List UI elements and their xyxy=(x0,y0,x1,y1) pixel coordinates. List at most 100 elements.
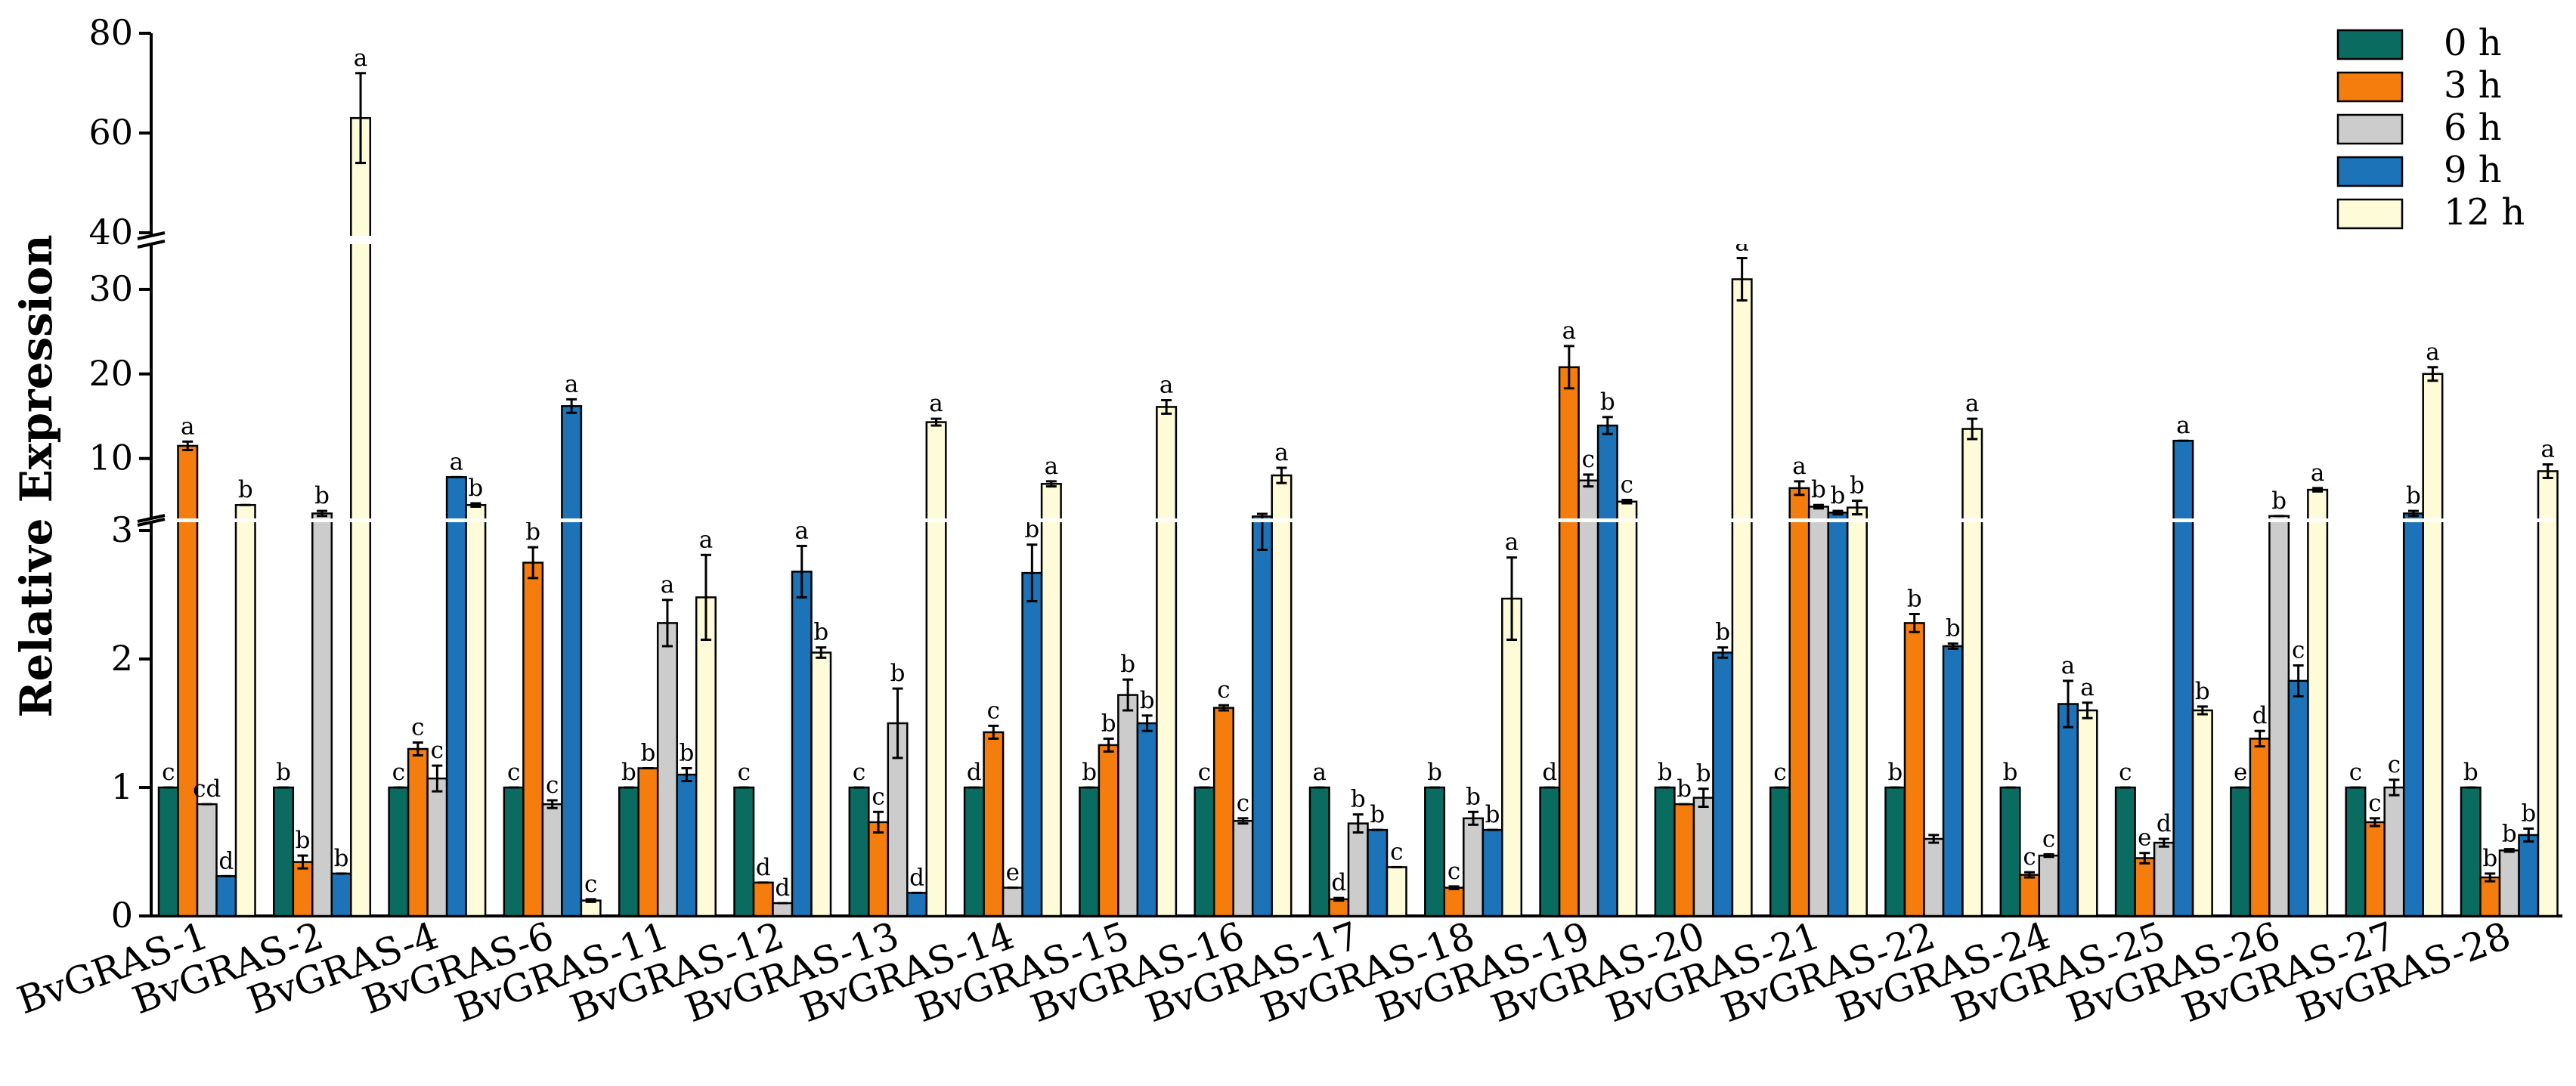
significance-letter: b xyxy=(1658,759,1673,786)
legend-label: 3 h xyxy=(2444,64,2502,107)
significance-letter: a xyxy=(2541,436,2555,463)
bar xyxy=(1596,424,1618,917)
significance-letter: a xyxy=(1045,453,1058,480)
axis-break-mark xyxy=(137,514,166,523)
bar xyxy=(1654,786,1676,917)
significance-letter: cd xyxy=(193,775,221,803)
significance-letter: a xyxy=(450,448,463,475)
significance-letter: b xyxy=(314,482,330,509)
bar xyxy=(292,861,314,917)
significance-letter: b xyxy=(1677,775,1692,803)
bar xyxy=(1021,571,1043,917)
significance-letter: b xyxy=(1427,759,1442,786)
bar xyxy=(1424,786,1446,917)
significance-letter: b xyxy=(1140,687,1155,714)
bar xyxy=(1692,797,1714,917)
significance-letter: b xyxy=(641,740,656,767)
bar xyxy=(752,881,774,917)
significance-letter: c xyxy=(584,871,597,898)
significance-letter: d xyxy=(1542,759,1557,786)
bar xyxy=(1194,786,1215,917)
significance-letter: a xyxy=(181,413,194,440)
y-tick-label: 80 xyxy=(88,12,133,53)
bar xyxy=(503,786,525,917)
significance-letter: d xyxy=(967,759,982,786)
bar xyxy=(848,786,870,917)
significance-letter: b xyxy=(1485,801,1500,828)
bar xyxy=(1903,622,1925,917)
significance-letter: c xyxy=(2119,759,2132,786)
significance-letter: c xyxy=(2023,843,2036,871)
bar xyxy=(2057,703,2079,917)
significance-letter: c xyxy=(1582,446,1595,473)
significance-letter: c xyxy=(1447,858,1460,885)
bar xyxy=(1616,500,1638,917)
bar xyxy=(2537,470,2559,917)
significance-letter: b xyxy=(813,619,828,646)
bar xyxy=(426,777,448,917)
significance-letter: a xyxy=(795,517,809,544)
significance-letter: a xyxy=(2176,412,2190,439)
significance-letter: c xyxy=(1390,838,1403,865)
significance-letter: c xyxy=(2368,790,2381,817)
axis-break-mark xyxy=(137,231,166,240)
bar xyxy=(541,803,563,917)
significance-letter: a xyxy=(2311,459,2324,487)
bar xyxy=(2191,709,2213,917)
significance-letter: b xyxy=(468,475,483,502)
bar xyxy=(2479,876,2501,917)
bar xyxy=(791,571,813,917)
significance-letter: c xyxy=(162,759,175,786)
y-axis-label: Relative Expression xyxy=(11,234,62,717)
significance-letter: a xyxy=(1965,390,1979,417)
bar xyxy=(618,786,639,917)
bar xyxy=(407,747,429,917)
bar xyxy=(2383,786,2405,917)
significance-letter: b xyxy=(1120,651,1135,678)
bar xyxy=(215,875,237,917)
bar xyxy=(1539,786,1561,917)
bar xyxy=(330,872,352,917)
significance-letter: b xyxy=(890,660,906,687)
significance-letter: c xyxy=(1198,759,1211,786)
bar xyxy=(273,786,295,917)
bar xyxy=(1673,803,1695,917)
legend-swatch xyxy=(2336,29,2404,60)
significance-letter: b xyxy=(1811,476,1826,503)
bar xyxy=(810,651,832,917)
significance-letter: a xyxy=(661,571,674,599)
bar xyxy=(1558,366,1580,917)
bar xyxy=(1827,512,1849,917)
bar xyxy=(1136,722,1158,917)
significance-letter: c xyxy=(738,759,751,786)
significance-letter: b xyxy=(1946,615,1961,642)
y-tick-label: 10 xyxy=(88,438,133,478)
bar xyxy=(1271,474,1293,917)
bar xyxy=(388,786,410,917)
legend: 0 h3 h6 h9 h12 h xyxy=(2336,22,2525,234)
legend-label: 6 h xyxy=(2444,107,2502,149)
significance-letter: b xyxy=(1831,482,1846,509)
bar xyxy=(445,476,467,917)
significance-letter: c xyxy=(507,759,520,786)
significance-letter: a xyxy=(1160,371,1173,398)
significance-letter: a xyxy=(1313,759,1327,786)
bar xyxy=(1884,786,1906,917)
bar xyxy=(2230,786,2252,917)
bar xyxy=(2038,854,2060,917)
y-tick-label: 20 xyxy=(88,353,133,394)
bar xyxy=(1367,828,1389,917)
significance-letter: b xyxy=(1850,472,1865,500)
bar xyxy=(1232,819,1254,917)
bar xyxy=(656,622,678,917)
bar xyxy=(1788,487,1810,917)
bar xyxy=(1251,515,1273,917)
bar xyxy=(1482,828,1503,917)
significance-letter: b xyxy=(1082,759,1097,786)
significance-letter: b xyxy=(1351,786,1366,813)
bar xyxy=(561,405,583,917)
significance-letter: b xyxy=(1907,586,1922,613)
significance-letter: d xyxy=(756,854,771,881)
bar xyxy=(2076,709,2098,917)
